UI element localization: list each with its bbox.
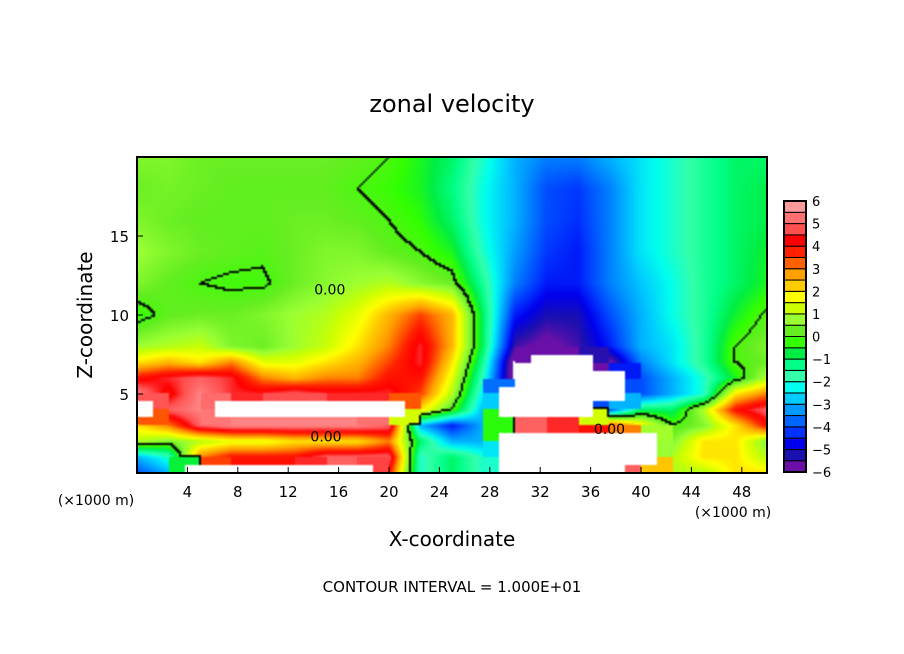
- colorbar-band: [783, 302, 807, 315]
- colorbar-label: 6: [812, 195, 820, 210]
- x-tick-label: 8: [233, 483, 243, 501]
- colorbar-band: [783, 245, 807, 258]
- x-tick-label: 16: [329, 483, 348, 501]
- colorbar-band: [783, 234, 807, 247]
- colorbar-label: −2: [812, 376, 831, 391]
- colorbar-band: [783, 256, 807, 270]
- x-tick-label: 36: [581, 483, 600, 501]
- colorbar-label: 0: [812, 331, 820, 346]
- x-tick-label: 4: [183, 483, 193, 501]
- contour-label: 0.00: [310, 430, 341, 446]
- colorbar-band: [783, 279, 807, 292]
- colorbar-label: −4: [812, 421, 831, 436]
- plot-frame: [136, 156, 768, 474]
- colorbar-frame: [783, 200, 807, 473]
- x-tick-label: 12: [279, 483, 298, 501]
- contour-label: 0.00: [314, 283, 345, 299]
- colorbar-band: [783, 415, 807, 428]
- colorbar-band: [783, 223, 807, 236]
- colorbar-band: [783, 358, 807, 371]
- colorbar-label: −6: [812, 466, 831, 481]
- y-tick-label: 5: [119, 386, 129, 404]
- y-axis-label: Z-coordinate: [73, 251, 97, 378]
- colorbar-band: [783, 403, 807, 417]
- contour-label: 0.00: [594, 422, 625, 438]
- velocity-field-heatmap: [137, 157, 767, 473]
- colorbar-label: 5: [812, 218, 820, 233]
- colorbar-label: −1: [812, 353, 831, 368]
- chart-title: zonal velocity: [369, 90, 534, 118]
- colorbar-band: [783, 268, 807, 281]
- colorbar-band: [783, 290, 807, 304]
- x-tick-label: 32: [531, 483, 550, 501]
- x-tick-label: 44: [682, 483, 701, 501]
- colorbar-band: [783, 392, 807, 405]
- colorbar-band: [783, 324, 807, 338]
- colorbar-label: 3: [812, 263, 820, 278]
- colorbar-band: [783, 426, 807, 439]
- x-unit-left: (×1000 m): [58, 493, 134, 509]
- colorbar-label: −5: [812, 443, 831, 458]
- colorbar-label: 4: [812, 240, 820, 255]
- contour-interval-footer: CONTOUR INTERVAL = 1.000E+01: [323, 578, 582, 596]
- y-tick-label: 15: [110, 228, 129, 246]
- colorbar-label: 1: [812, 308, 820, 323]
- colorbar-band: [783, 200, 807, 213]
- colorbar-band: [783, 347, 807, 360]
- x-tick-label: 28: [480, 483, 499, 501]
- colorbar-band: [783, 336, 807, 349]
- y-tick-label: 10: [110, 307, 129, 325]
- colorbar-band: [783, 437, 807, 450]
- x-unit-right: (×1000 m): [695, 505, 771, 521]
- x-tick-label: 20: [379, 483, 398, 501]
- colorbar-band: [783, 460, 807, 473]
- x-axis-label: X-coordinate: [389, 527, 516, 551]
- colorbar-band: [783, 448, 807, 462]
- x-tick-label: 24: [430, 483, 449, 501]
- x-tick-label: 40: [631, 483, 650, 501]
- colorbar-band: [783, 369, 807, 383]
- colorbar-label: 2: [812, 285, 820, 300]
- colorbar-label: −3: [812, 398, 831, 413]
- colorbar-band: [783, 211, 807, 225]
- x-tick-label: 48: [732, 483, 751, 501]
- colorbar-band: [783, 381, 807, 394]
- colorbar-band: [783, 313, 807, 326]
